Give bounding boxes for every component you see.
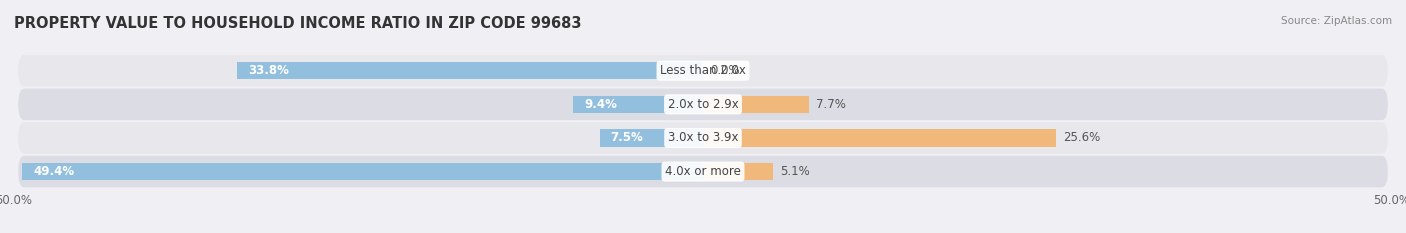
FancyBboxPatch shape — [18, 122, 1388, 154]
Text: 0.0%: 0.0% — [710, 64, 740, 77]
Bar — [703, 129, 1056, 147]
Text: 2.0x to 2.9x: 2.0x to 2.9x — [668, 98, 738, 111]
Bar — [238, 62, 703, 79]
Bar — [703, 163, 773, 180]
Text: 5.1%: 5.1% — [780, 165, 810, 178]
Bar — [599, 129, 703, 147]
Bar — [22, 163, 703, 180]
FancyBboxPatch shape — [18, 156, 1388, 187]
Text: 7.5%: 7.5% — [610, 131, 644, 144]
Text: 3.0x to 3.9x: 3.0x to 3.9x — [668, 131, 738, 144]
FancyBboxPatch shape — [18, 55, 1388, 86]
Bar — [574, 96, 703, 113]
Bar — [703, 96, 808, 113]
Text: 33.8%: 33.8% — [249, 64, 290, 77]
FancyBboxPatch shape — [18, 89, 1388, 120]
Text: 49.4%: 49.4% — [34, 165, 75, 178]
Text: 7.7%: 7.7% — [815, 98, 846, 111]
Text: Less than 2.0x: Less than 2.0x — [659, 64, 747, 77]
Text: 9.4%: 9.4% — [585, 98, 617, 111]
Text: 25.6%: 25.6% — [1063, 131, 1099, 144]
Text: Source: ZipAtlas.com: Source: ZipAtlas.com — [1281, 16, 1392, 26]
Text: 4.0x or more: 4.0x or more — [665, 165, 741, 178]
Text: PROPERTY VALUE TO HOUSEHOLD INCOME RATIO IN ZIP CODE 99683: PROPERTY VALUE TO HOUSEHOLD INCOME RATIO… — [14, 16, 582, 31]
